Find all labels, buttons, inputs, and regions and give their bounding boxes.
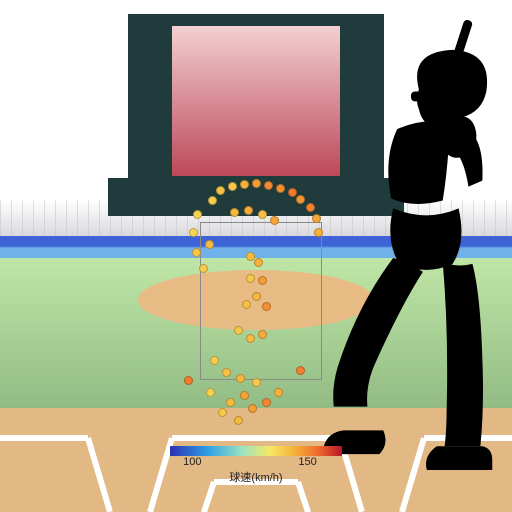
pitch-dot xyxy=(274,388,283,397)
pitch-dot xyxy=(258,330,267,339)
pitch-dot xyxy=(240,391,249,400)
pitch-dot xyxy=(218,408,227,417)
pitch-dot xyxy=(246,274,255,283)
pitch-dot xyxy=(262,302,271,311)
pitch-dot xyxy=(270,216,279,225)
pitch-dot xyxy=(216,186,225,195)
pitch-dot xyxy=(262,398,271,407)
pitch-dot xyxy=(184,376,193,385)
pitch-dot xyxy=(205,240,214,249)
pitch-dot xyxy=(208,196,217,205)
pitch-dot xyxy=(222,368,231,377)
pitch-dot xyxy=(244,206,253,215)
pitch-dot xyxy=(206,388,215,397)
speed-legend-tick: 150 xyxy=(298,456,316,468)
plate-line xyxy=(0,435,88,441)
pitch-dot xyxy=(252,179,261,188)
pitch-dot xyxy=(210,356,219,365)
pitch-dot xyxy=(199,264,208,273)
pitch-dot xyxy=(234,416,243,425)
speed-legend: 100 150球速(km/h) xyxy=(170,446,342,486)
pitch-dot xyxy=(246,252,255,261)
batter-silhouette xyxy=(302,18,512,488)
pitch-dot xyxy=(248,404,257,413)
pitch-dot xyxy=(236,374,245,383)
pitch-dot xyxy=(192,248,201,257)
pitch-dot xyxy=(189,228,198,237)
pitch-dot xyxy=(276,184,285,193)
pitch-dot xyxy=(288,188,297,197)
pitch-dot xyxy=(226,398,235,407)
pitch-dot xyxy=(254,258,263,267)
pitch-dot xyxy=(193,210,202,219)
pitch-dot xyxy=(258,210,267,219)
speed-legend-label: 球速(km/h) xyxy=(170,469,342,485)
pitch-dot xyxy=(264,181,273,190)
pitch-dot xyxy=(258,276,267,285)
pitch-dot xyxy=(252,292,261,301)
speed-legend-tick: 100 xyxy=(183,456,201,468)
pitch-dot xyxy=(242,300,251,309)
speed-legend-ticks: 100 150 xyxy=(170,456,342,470)
speed-legend-bar xyxy=(170,446,342,456)
pitch-dot xyxy=(246,334,255,343)
pitch-dot xyxy=(252,378,261,387)
pitch-dot xyxy=(234,326,243,335)
pitch-dot xyxy=(230,208,239,217)
pitch-dot xyxy=(228,182,237,191)
pitch-dot xyxy=(240,180,249,189)
pitch-location-chart: 100 150球速(km/h) xyxy=(0,0,512,512)
